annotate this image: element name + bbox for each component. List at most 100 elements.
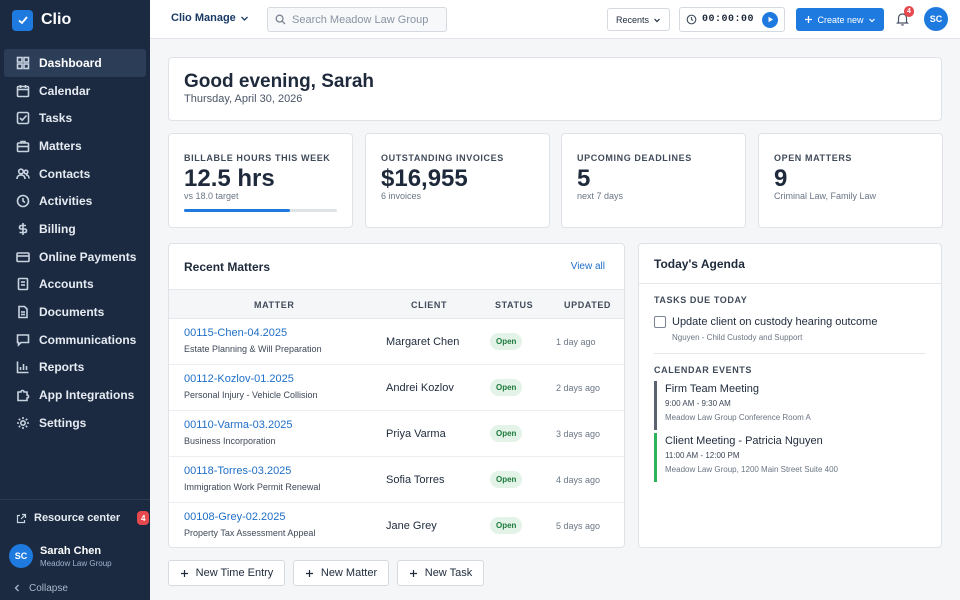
sidebar-item-label: Calendar [39, 83, 91, 98]
kpi-value: 5 [577, 165, 591, 192]
sidebar-item-calendar[interactable]: Calendar [4, 77, 146, 105]
new-time-entry-button[interactable]: New Time Entry [168, 560, 285, 586]
sidebar-item-settings[interactable]: Settings [4, 409, 146, 437]
sidebar-item-tasks[interactable]: Tasks [4, 104, 146, 132]
event-time: 11:00 AM - 12:00 PM [665, 451, 740, 460]
matter-client: Priya Varma [386, 428, 446, 440]
task-title[interactable]: Update client on custody hearing outcome [672, 316, 878, 328]
column-header-client[interactable]: CLIENT [411, 300, 448, 310]
external-link-icon [16, 513, 27, 523]
matter-description: Personal Injury - Vehicle Collision [184, 390, 318, 400]
gear-icon [16, 416, 30, 430]
matter-description: Property Tax Assessment Appeal [184, 528, 316, 538]
notification-badge: 4 [904, 6, 914, 17]
task-checkbox[interactable] [654, 316, 666, 328]
user-avatar-button[interactable]: SC [924, 7, 948, 31]
event-title: Firm Team Meeting [665, 383, 759, 395]
table-row[interactable]: 00115-Chen-04.2025 Estate Planning & Wil… [169, 319, 624, 365]
timer-value: 00:00:00 [702, 14, 755, 25]
sidebar-item-online-payments[interactable]: Online Payments [4, 243, 146, 271]
kpi-value: $16,955 [381, 165, 468, 192]
kpi-billable-hours[interactable]: BILLABLE HOURS THIS WEEK 12.5 hrs vs 18.… [168, 133, 353, 228]
sidebar-item-label: Billing [39, 221, 76, 236]
timer[interactable]: 00:00:00 [679, 7, 785, 32]
collapse-button[interactable]: Collapse [0, 576, 150, 600]
sidebar-item-label: Documents [39, 305, 105, 320]
user-profile[interactable]: SC Sarah Chen Meadow Law Group [0, 536, 150, 576]
table-row[interactable]: 00110-Varma-03.2025 Business Incorporati… [169, 411, 624, 457]
sidebar-item-activities[interactable]: Activities [4, 187, 146, 215]
matter-link[interactable]: 00110-Varma-03.2025 [184, 419, 293, 431]
app-switcher[interactable]: Clio Manage [171, 12, 249, 24]
sidebar-item-matters[interactable]: Matters [4, 132, 146, 160]
column-header-updated[interactable]: UPDATED [564, 300, 612, 310]
new-matter-button[interactable]: New Matter [293, 560, 389, 586]
chevron-left-icon [14, 584, 19, 592]
sidebar-item-contacts[interactable]: Contacts [4, 160, 146, 188]
matter-updated: 5 days ago [556, 521, 601, 531]
notifications-button[interactable]: 4 [896, 6, 914, 29]
card-icon [16, 250, 30, 264]
resource-center-link[interactable]: Resource center 4 [0, 500, 150, 536]
sidebar-item-dashboard[interactable]: Dashboard [4, 49, 146, 77]
play-icon [768, 16, 773, 23]
matter-description: Business Incorporation [184, 436, 276, 446]
column-header-status[interactable]: STATUS [495, 300, 534, 310]
sidebar-item-label: Tasks [39, 111, 73, 126]
kpi-sub: vs 18.0 target [184, 191, 239, 201]
kpi-label: BILLABLE HOURS THIS WEEK [184, 153, 331, 163]
tasks-due-label: TASKS DUE TODAY [654, 295, 748, 305]
greeting-date: Thursday, April 30, 2026 [184, 93, 303, 105]
resource-center-badge: 4 [137, 511, 150, 525]
view-all-link[interactable]: View all [570, 261, 605, 272]
sidebar-item-communications[interactable]: Communications [4, 326, 146, 354]
column-header-matter[interactable]: MATTER [254, 300, 295, 310]
sidebar-item-documents[interactable]: Documents [4, 298, 146, 326]
calendar-event[interactable]: Firm Team Meeting 9:00 AM - 9:30 AM Mead… [654, 381, 934, 430]
briefcase-icon [16, 139, 30, 153]
plus-icon [805, 16, 813, 23]
sidebar-item-label: Online Payments [39, 249, 137, 264]
new-matter-label: New Matter [320, 567, 378, 579]
sidebar-item-label: Communications [39, 332, 137, 347]
brand[interactable]: Clio [0, 0, 150, 40]
table-header: MATTER CLIENT STATUS UPDATED [169, 289, 624, 319]
agenda-header: Today's Agenda [639, 244, 941, 284]
sidebar-item-reports[interactable]: Reports [4, 354, 146, 382]
sidebar-item-accounts[interactable]: Accounts [4, 271, 146, 299]
billable-progress-fill [184, 209, 291, 212]
search-input[interactable] [292, 13, 442, 26]
event-location: Meadow Law Group Conference Room A [665, 413, 811, 422]
kpi-outstanding-invoices[interactable]: OUTSTANDING INVOICES $16,955 6 invoices [365, 133, 550, 228]
kpi-sub: 6 invoices [381, 191, 422, 201]
new-time-entry-label: New Time Entry [195, 567, 274, 579]
puzzle-icon [16, 388, 30, 402]
matter-link[interactable]: 00108-Grey-02.2025 [184, 511, 286, 523]
recents-dropdown[interactable]: Recents [607, 8, 670, 31]
kpi-upcoming-deadlines[interactable]: UPCOMING DEADLINES 5 next 7 days [561, 133, 746, 228]
dashboard-icon [16, 56, 30, 70]
calendar-events-label: CALENDAR EVENTS [654, 365, 753, 375]
timer-play-button[interactable] [762, 11, 778, 28]
create-new-button[interactable]: Create new [796, 8, 884, 31]
table-row[interactable]: 00108-Grey-02.2025 Property Tax Assessme… [169, 503, 624, 549]
table-row[interactable]: 00112-Kozlov-01.2025 Personal Injury - V… [169, 365, 624, 411]
sidebar-item-label: Reports [39, 360, 85, 375]
new-task-label: New Task [424, 567, 473, 579]
search-box[interactable] [267, 7, 447, 32]
sidebar-nav: Dashboard Calendar Tasks Matters Contact… [0, 49, 150, 437]
kpi-open-matters[interactable]: OPEN MATTERS 9 Criminal Law, Family Law [758, 133, 943, 228]
table-row[interactable]: 00118-Torres-03.2025 Immigration Work Pe… [169, 457, 624, 503]
calendar-icon [16, 84, 30, 98]
matter-link[interactable]: 00112-Kozlov-01.2025 [184, 373, 294, 385]
sidebar-item-billing[interactable]: Billing [4, 215, 146, 243]
calendar-event[interactable]: Client Meeting - Patricia Nguyen 11:00 A… [654, 433, 934, 482]
matter-link[interactable]: 00115-Chen-04.2025 [184, 327, 288, 339]
clock-icon [16, 194, 30, 208]
kpi-label: OUTSTANDING INVOICES [381, 153, 504, 163]
matter-client: Sofia Torres [386, 474, 445, 486]
sidebar-item-app-integrations[interactable]: App Integrations [4, 381, 146, 409]
matter-link[interactable]: 00118-Torres-03.2025 [184, 465, 292, 477]
new-task-button[interactable]: New Task [397, 560, 484, 586]
avatar: SC [9, 544, 33, 568]
